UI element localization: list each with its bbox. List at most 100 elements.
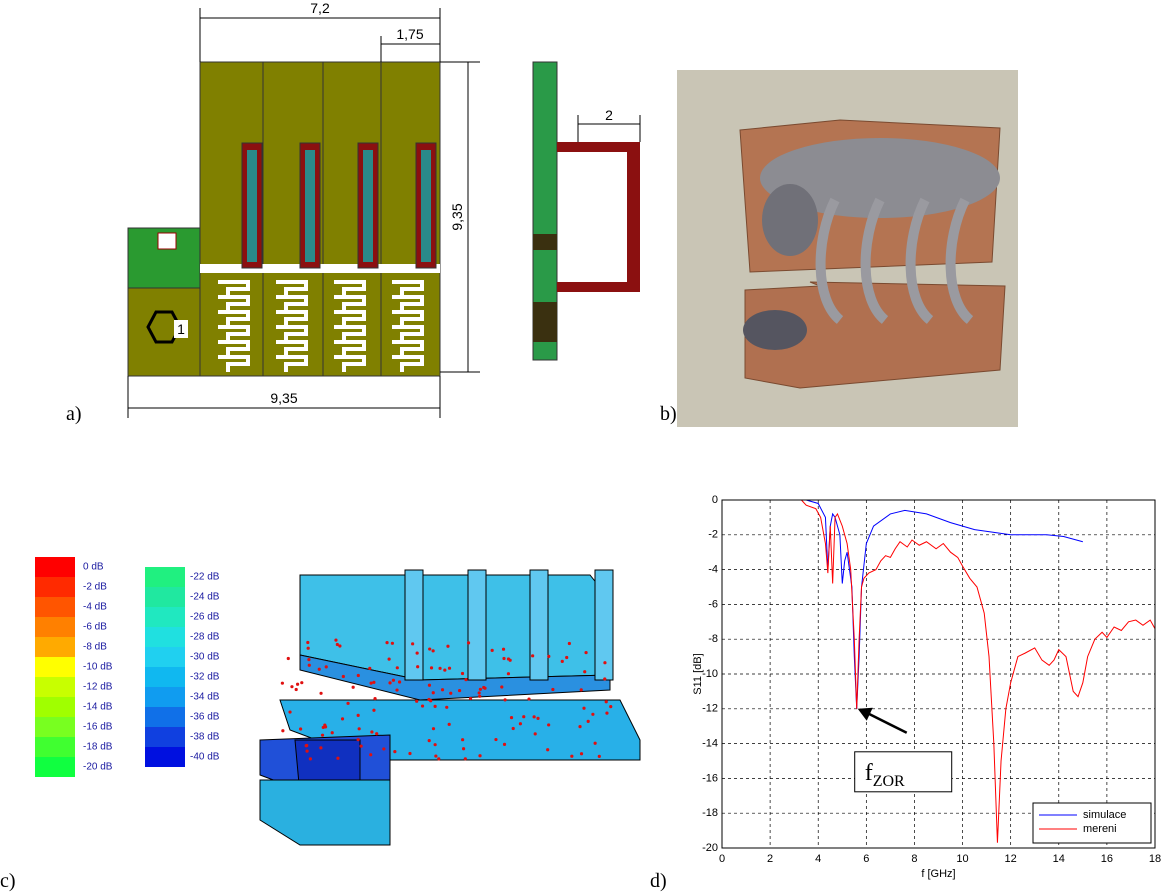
meander <box>334 282 364 372</box>
scale-label: -28 dB <box>190 632 220 643</box>
scale-swatch <box>145 587 185 607</box>
hot-spot <box>583 670 586 673</box>
hot-spot <box>461 738 464 741</box>
hot-spot <box>325 665 328 668</box>
hot-spot <box>427 698 430 701</box>
hot-spot <box>580 688 583 691</box>
hot-spot <box>305 744 308 747</box>
scale-label: -24 dB <box>190 592 220 603</box>
hot-spot <box>372 681 375 684</box>
hot-spot <box>479 688 482 691</box>
hot-spot <box>458 689 461 692</box>
scale-label: -22 dB <box>190 572 220 583</box>
panel-label: d) <box>650 870 667 892</box>
scale-swatch <box>35 597 75 617</box>
scale-label: -26 dB <box>190 612 220 623</box>
hot-spot <box>369 753 372 756</box>
hot-spot <box>605 712 608 715</box>
panel-label: b) <box>660 403 677 425</box>
legend-label: simulace <box>1083 809 1126 821</box>
scale-swatch <box>35 697 75 717</box>
y-tick-label: -8 <box>708 633 718 645</box>
via <box>158 233 176 249</box>
hot-spot <box>395 688 398 691</box>
hot-spot <box>385 641 388 644</box>
hot-spot <box>522 715 525 718</box>
y-tick-label: -6 <box>708 598 718 610</box>
hot-spot <box>605 700 608 703</box>
hot-spot <box>584 651 587 654</box>
hot-spot <box>441 688 444 691</box>
hot-spot <box>580 752 583 755</box>
hot-spot <box>551 688 554 691</box>
x-tick-label: 18 <box>1149 853 1161 865</box>
y-tick-label: -12 <box>702 703 718 715</box>
scale-swatch <box>35 637 75 657</box>
scale-label: -30 dB <box>190 652 220 663</box>
hot-spot <box>478 695 481 698</box>
hot-spot <box>309 757 312 760</box>
hot-spot <box>357 714 360 717</box>
scale-swatch <box>145 727 185 747</box>
hot-spot <box>448 723 451 726</box>
hot-spot <box>527 697 530 700</box>
hot-spot <box>502 657 505 660</box>
scale-label: -20 dB <box>83 762 113 773</box>
hot-spot <box>341 717 344 720</box>
y-tick-label: -20 <box>702 842 718 854</box>
hot-spot <box>467 641 470 644</box>
hot-spot <box>432 727 435 730</box>
solder <box>762 184 818 256</box>
x-tick-label: 2 <box>767 853 773 865</box>
scale-swatch <box>145 707 185 727</box>
hot-spot <box>319 692 322 695</box>
hot-spot <box>534 732 537 735</box>
hot-spot <box>288 710 291 713</box>
hot-spot <box>519 722 522 725</box>
scale-label: -16 dB <box>83 722 113 733</box>
hot-spot <box>281 682 284 685</box>
scale-label: -4 dB <box>83 602 107 613</box>
hot-spot <box>478 754 481 757</box>
x-tick-label: 16 <box>1101 853 1113 865</box>
scale-label: -38 dB <box>190 732 220 743</box>
hot-spot <box>509 659 512 662</box>
hot-spot <box>546 748 549 751</box>
hot-spot <box>503 743 506 746</box>
hot-spot <box>358 727 361 730</box>
field-plot <box>260 570 640 845</box>
hot-spot <box>587 720 590 723</box>
hot-spot <box>462 747 465 750</box>
y-axis-label: S11 [dB] <box>692 653 704 694</box>
hot-spot <box>308 664 311 667</box>
hot-spot <box>482 686 485 689</box>
hot-spot <box>331 731 334 734</box>
hot-spot <box>609 705 612 708</box>
hot-spot <box>565 656 568 659</box>
hot-spot <box>448 667 451 670</box>
hot-spot <box>295 688 298 691</box>
y-tick-label: -16 <box>702 772 718 784</box>
hot-spot <box>393 750 396 753</box>
hot-spot <box>507 672 510 675</box>
hot-spot <box>342 675 345 678</box>
hot-spot <box>434 743 437 746</box>
hot-spot <box>461 672 464 675</box>
scale-swatch <box>145 647 185 667</box>
hot-spot <box>428 684 431 687</box>
hot-spot <box>434 754 437 757</box>
scale-swatch <box>145 687 185 707</box>
dimension: 9,35 <box>449 203 465 230</box>
x-tick-label: 6 <box>863 853 869 865</box>
scale-swatch <box>35 557 75 577</box>
scale-label: -14 dB <box>83 702 113 713</box>
slot-core <box>247 150 257 262</box>
x-tick-label: 12 <box>1005 853 1017 865</box>
hot-spot <box>408 752 411 755</box>
scale-swatch <box>35 737 75 757</box>
hot-spot <box>357 738 360 741</box>
meander <box>276 282 306 372</box>
hot-spot <box>494 738 497 741</box>
scale-label: -40 dB <box>190 752 220 763</box>
scale-label: -34 dB <box>190 692 220 703</box>
